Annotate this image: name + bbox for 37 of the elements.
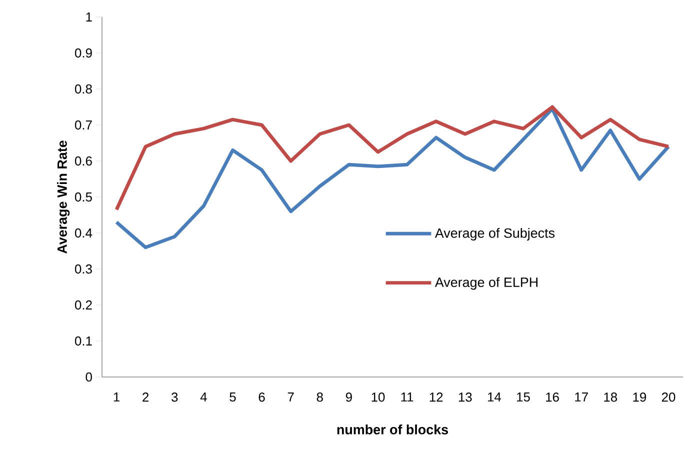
y-tick-label: 0 (86, 372, 92, 382)
y-tick-label: 0.3 (74, 264, 92, 274)
x-tick-label: 5 (230, 392, 236, 402)
y-tick-label: 0.8 (74, 84, 92, 94)
x-tick-label: 7 (288, 392, 294, 402)
y-tick-label: 0.4 (74, 228, 92, 238)
x-tick-label: 13 (458, 392, 472, 402)
y-tick-label: 0.1 (74, 336, 92, 346)
y-tick-label: 0.9 (74, 48, 92, 58)
x-tick-label: 1 (114, 392, 120, 402)
x-tick-label: 12 (430, 392, 443, 402)
legend-label: Average of ELPH (434, 277, 538, 290)
y-tick-label: 0.6 (74, 156, 92, 166)
x-tick-label: 16 (546, 392, 559, 402)
x-tick-label: 15 (517, 392, 530, 402)
legend-label: Average of Subjects (434, 228, 555, 241)
x-tick-label: 11 (401, 392, 414, 402)
y-tick-label: 1 (86, 12, 92, 22)
y-tick-label: 0.2 (74, 300, 92, 310)
x-tick-label: 3 (172, 392, 178, 402)
x-tick-label: 19 (633, 392, 646, 402)
x-tick-label: 6 (258, 392, 265, 402)
x-tick-label: 18 (604, 392, 618, 402)
y-tick-label: 0.7 (74, 120, 92, 130)
x-tick-label: 17 (575, 392, 588, 402)
y-axis-title: Average Win Rate (57, 140, 70, 254)
x-tick-label: 2 (142, 392, 149, 402)
x-tick-label: 4 (200, 392, 207, 402)
y-tick-label: 0.5 (74, 192, 92, 202)
x-tick-label: 10 (372, 392, 385, 402)
x-tick-label: 9 (346, 392, 352, 402)
x-tick-label: 20 (662, 392, 676, 402)
x-tick-label: 8 (316, 392, 323, 402)
line-series (114, 105, 670, 212)
line-series (114, 107, 670, 250)
x-axis-title: number of blocks (337, 424, 448, 434)
x-tick-label: 14 (488, 392, 502, 402)
